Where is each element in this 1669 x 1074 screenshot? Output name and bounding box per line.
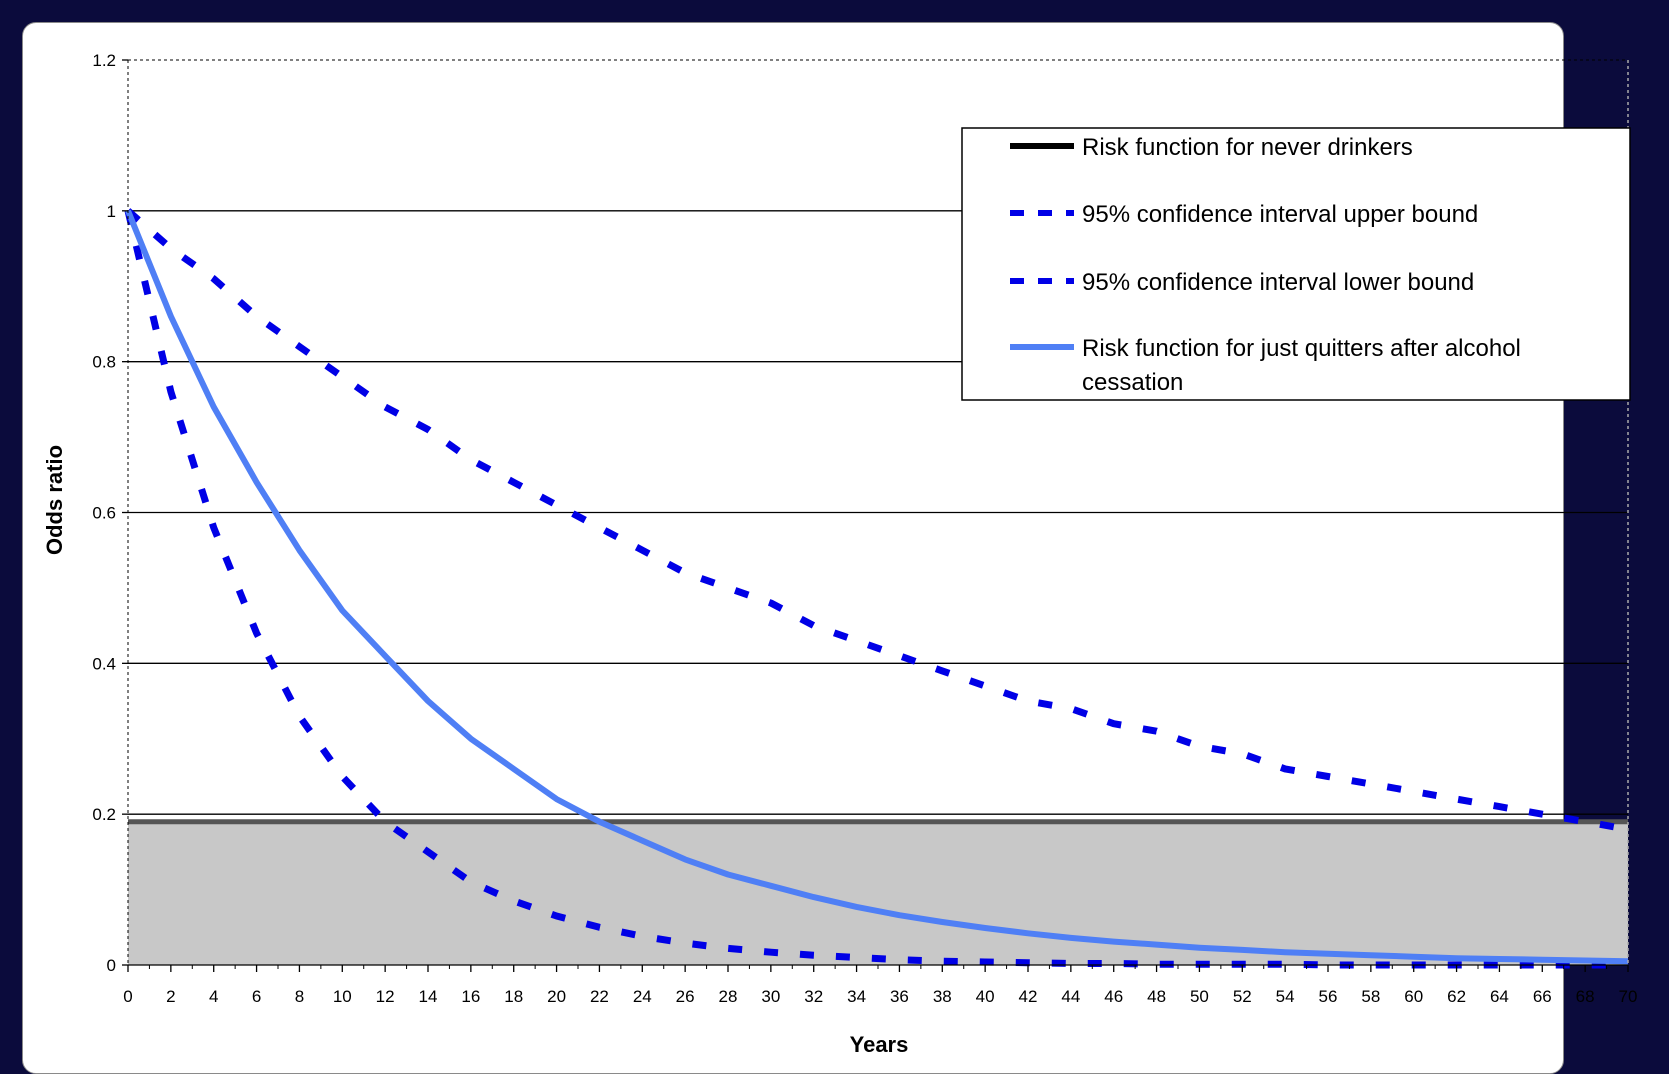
x-tick-label: 28 — [719, 987, 738, 1006]
x-tick-label: 12 — [376, 987, 395, 1006]
x-tick-label: 60 — [1404, 987, 1423, 1006]
x-tick-label: 20 — [547, 987, 566, 1006]
x-tick-label: 14 — [419, 987, 438, 1006]
series-just-quitters — [125, 209, 1629, 965]
legend-label-upper-bound: 95% confidence interval upper bound — [1082, 201, 1478, 228]
x-tick-label: 40 — [976, 987, 995, 1006]
x-tick-label: 30 — [761, 987, 780, 1006]
x-tick-label: 66 — [1533, 987, 1552, 1006]
y-tick-label: 0.2 — [92, 805, 116, 824]
x-tick-label: 62 — [1447, 987, 1466, 1006]
x-tick-label: 4 — [209, 987, 218, 1006]
x-tick-label: 48 — [1147, 987, 1166, 1006]
x-tick-label: 26 — [676, 987, 695, 1006]
x-tick-label: 36 — [890, 987, 909, 1006]
x-tick-label: 38 — [933, 987, 952, 1006]
x-tick-label: 42 — [1019, 987, 1038, 1006]
x-tick-label: 54 — [1276, 987, 1295, 1006]
x-tick-label: 44 — [1061, 987, 1080, 1006]
x-tick-label: 70 — [1619, 987, 1638, 1006]
x-tick-label: 8 — [295, 987, 304, 1006]
legend-label-lower-bound: 95% confidence interval lower bound — [1082, 269, 1474, 296]
x-tick-label: 16 — [461, 987, 480, 1006]
legend-label-never-drinkers: Risk function for never drinkers — [1082, 134, 1413, 161]
y-tick-label: 0.4 — [92, 654, 116, 673]
x-tick-label: 46 — [1104, 987, 1123, 1006]
x-tick-label: 24 — [633, 987, 652, 1006]
x-tick-label: 52 — [1233, 987, 1252, 1006]
x-tick-label: 34 — [847, 987, 866, 1006]
x-tick-label: 32 — [804, 987, 823, 1006]
x-tick-label: 68 — [1576, 987, 1595, 1006]
y-tick-label: 0.8 — [92, 353, 116, 372]
x-tick-label: 50 — [1190, 987, 1209, 1006]
series-ci-upper-bound — [125, 208, 1629, 833]
x-axis-title: Years — [850, 1032, 909, 1057]
x-tick-label: 18 — [504, 987, 523, 1006]
x-tick-label: 10 — [333, 987, 352, 1006]
y-tick-label: 0 — [107, 956, 116, 975]
x-tick-label: 64 — [1490, 987, 1509, 1006]
x-tick-label: 58 — [1361, 987, 1380, 1006]
y-tick-label: 1.2 — [92, 51, 116, 70]
y-axis-title: Odds ratio — [42, 445, 67, 555]
x-tick-label: 0 — [123, 987, 132, 1006]
legend: Risk function for never drinkers 95% con… — [961, 127, 1631, 401]
shaded-region — [128, 821, 1628, 965]
x-tick-label: 6 — [252, 987, 261, 1006]
x-tick-label: 2 — [166, 987, 175, 1006]
y-tick-label: 1 — [107, 202, 116, 221]
x-tick-label: 22 — [590, 987, 609, 1006]
legend-label-just-quitters-line1: Risk function for just quitters after al… — [1082, 335, 1521, 362]
y-tick-label: 0.6 — [92, 504, 116, 523]
legend-box — [961, 127, 1631, 401]
legend-label-just-quitters-line2: cessation — [1082, 369, 1183, 396]
x-tick-label: 56 — [1319, 987, 1338, 1006]
